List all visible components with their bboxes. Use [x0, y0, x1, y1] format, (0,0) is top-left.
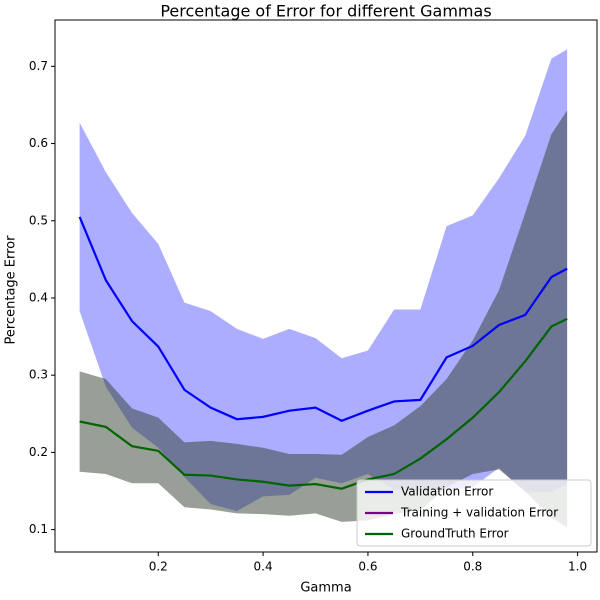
y-tick-label: 0.7	[29, 59, 48, 73]
y-tick-label: 0.6	[29, 136, 48, 150]
y-axis-label: Percentage Error	[4, 235, 19, 345]
series-line	[79, 317, 568, 490]
plot-area	[78, 49, 568, 528]
legend-label: Training + validation Error	[400, 506, 558, 520]
series-line	[78, 216, 568, 422]
legend: Validation Error Training + validation Er…	[356, 479, 592, 547]
x-tick-label: 0.2	[149, 560, 168, 574]
legend-label: Validation Error	[401, 485, 493, 499]
plot-frame	[54, 19, 598, 553]
y-tick-label: 0.1	[29, 522, 48, 536]
y-tick-label: 0.4	[29, 290, 48, 304]
x-tick-label: 1.0	[568, 560, 587, 574]
x-axis-label: Gamma	[300, 581, 351, 596]
x-tick-label: 0.4	[254, 560, 273, 574]
legend-box	[356, 479, 592, 547]
x-tick-label: 0.6	[358, 560, 377, 574]
y-tick-label: 0.5	[29, 213, 48, 227]
y-tick-label: 0.2	[29, 445, 48, 459]
legend-label: GroundTruth Error	[401, 527, 509, 541]
chart-title: Percentage of Error for different Gammas	[160, 2, 491, 21]
x-tick-label: 0.8	[463, 560, 482, 574]
y-tick-label: 0.3	[29, 368, 48, 382]
error-band	[79, 110, 568, 528]
